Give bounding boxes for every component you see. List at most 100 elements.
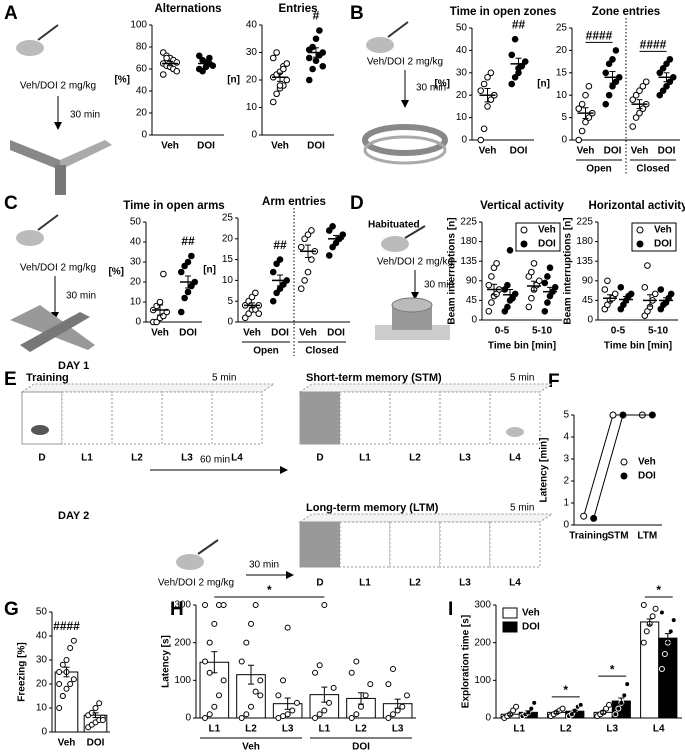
y-axis-label: [n]: [227, 75, 240, 86]
data-point: [173, 59, 181, 66]
syringe: [37, 214, 59, 231]
data-point: [163, 54, 170, 62]
x-tick-label: L3: [282, 724, 294, 735]
data-point: [656, 69, 664, 77]
data-point: [67, 681, 74, 687]
data-point: [621, 692, 628, 699]
data-point: [308, 227, 315, 234]
y-tick-label: 135: [460, 256, 477, 267]
panel-letter: D: [350, 193, 364, 214]
data-point: [284, 711, 291, 718]
data-point: [582, 118, 589, 126]
y-tick-label: 5: [227, 296, 233, 307]
data-point: [319, 62, 327, 70]
data-point: [535, 277, 543, 285]
data-point: [301, 277, 308, 284]
maze-compartment: [389, 521, 441, 568]
data-point: [348, 669, 355, 676]
data-point: [269, 268, 277, 276]
data-point: [329, 223, 336, 230]
data-point: [487, 69, 495, 77]
x-tick-label: LTM: [637, 531, 657, 542]
zone-label: D: [316, 578, 323, 589]
y-tick-label: 20: [556, 45, 568, 56]
dose-label: Veh/DOI 2 mg/kg: [20, 81, 96, 92]
data-point: [211, 703, 218, 710]
data-point: [484, 73, 491, 81]
data-point: [629, 96, 637, 103]
data-point: [59, 661, 66, 668]
data-point: [195, 52, 203, 60]
group-label: DOI: [352, 742, 370, 753]
delay-label: 30 min: [249, 560, 279, 571]
annotation: *: [267, 583, 272, 597]
data-point: [627, 290, 635, 298]
data-point: [325, 252, 333, 259]
y-tick-label: 2: [563, 476, 569, 487]
data-point: [544, 299, 551, 306]
chart-title: Alternations: [154, 3, 221, 15]
x-tick-label: L3: [392, 724, 404, 735]
y-tick-label: 50: [130, 217, 142, 228]
x-tick-label: DOI: [87, 738, 105, 749]
data-point: [358, 703, 364, 710]
y-tick-label: 180: [576, 236, 593, 247]
x-tick-label: L1: [318, 724, 330, 735]
data-point: [487, 96, 495, 103]
data-point: [329, 243, 336, 251]
data-point: [316, 662, 323, 669]
annotation: ##: [273, 238, 287, 252]
data-point: [670, 617, 677, 624]
mouse: [366, 37, 394, 53]
y-tick-label: 25: [222, 213, 234, 224]
mouse: [176, 554, 204, 570]
zone-label: L4: [509, 453, 521, 464]
y-axis-label: [n]: [537, 79, 550, 90]
x-tick-label: 5-10: [532, 326, 552, 337]
phase-label: Training: [26, 372, 69, 384]
data-point: [580, 512, 588, 520]
data-point: [63, 657, 70, 663]
legend-label: Veh: [638, 457, 656, 468]
y-tick-label: 0: [561, 135, 567, 146]
group-label: Closed: [305, 346, 338, 357]
y-tick-label: 0: [135, 317, 141, 328]
x-tick-label: L2: [355, 724, 367, 735]
group-label: Open: [253, 346, 279, 357]
data-point: [568, 711, 575, 718]
data-point: [248, 703, 254, 710]
data-point: [651, 290, 659, 298]
data-point: [248, 620, 254, 627]
data-point: [312, 57, 320, 65]
syringe: [37, 24, 59, 41]
data-point: [612, 47, 620, 54]
data-point: [619, 411, 627, 419]
data-point: [511, 290, 519, 298]
y-tick-label: 5: [563, 410, 569, 421]
data-point: [202, 658, 209, 665]
y-tick-label: 0: [471, 315, 477, 326]
panel-letter: C: [4, 193, 18, 214]
data-point: [248, 293, 256, 301]
interval-label: 60 min: [200, 455, 230, 466]
y-tick-label: 0: [251, 130, 257, 141]
y-tick-label: 0: [587, 315, 593, 326]
delay-label: 30 min: [416, 83, 446, 94]
y-tick-label: 30: [246, 47, 258, 58]
data-point: [652, 605, 659, 612]
x-tick-label: Veh: [161, 141, 179, 152]
data-point: [575, 136, 583, 144]
data-point: [293, 699, 300, 706]
y-axis-label: [n]: [203, 265, 216, 276]
duration-label: 5 min: [212, 373, 236, 384]
data-point: [280, 65, 287, 73]
maze-compartment: [389, 391, 441, 445]
y-tick-label: 15: [222, 254, 234, 265]
data-point: [602, 100, 610, 108]
data-point: [276, 82, 284, 89]
y-tick-label: 45: [582, 295, 594, 306]
zone-label: L1: [359, 453, 371, 464]
maze-compartment: [439, 521, 491, 568]
data-point: [156, 298, 164, 306]
